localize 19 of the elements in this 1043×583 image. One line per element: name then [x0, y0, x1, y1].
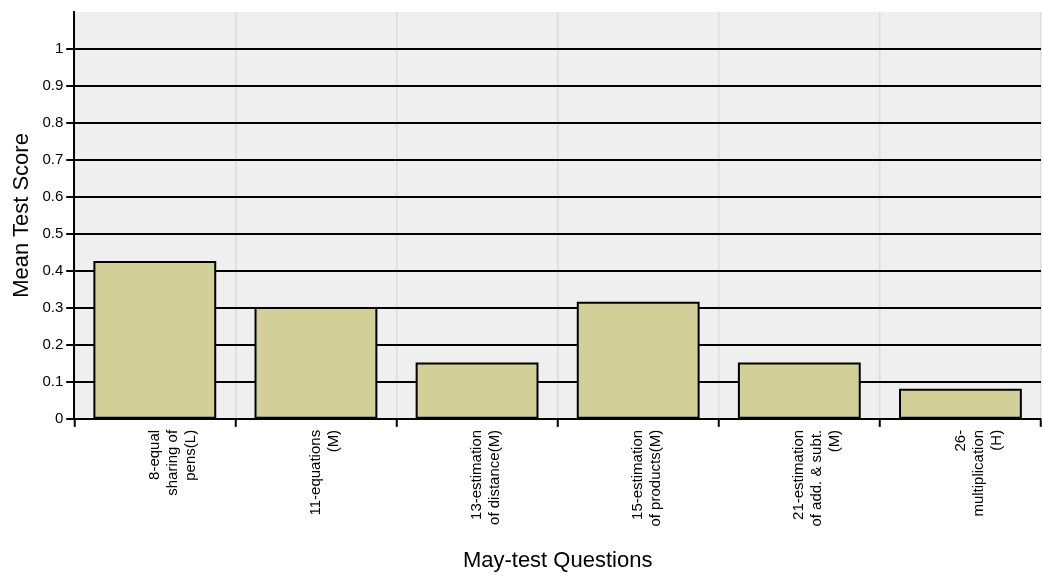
- y-tick-label: 0.3: [42, 298, 64, 316]
- y-tick-label: 0.7: [42, 150, 64, 168]
- y-tick-label: 0.8: [42, 113, 64, 131]
- x-axis-title: May-test Questions: [462, 546, 653, 572]
- y-tick-label: 0.2: [42, 335, 64, 353]
- x-tick-label: 8-equal sharing of pens(L): [144, 429, 198, 496]
- y-tick-label: 0: [54, 409, 64, 427]
- y-tick-label: 0.9: [42, 76, 64, 94]
- y-tick-label: 0.1: [42, 372, 64, 390]
- x-tick-label: 26- multiplication (H): [950, 429, 1004, 517]
- x-tick-label: 15-estimation of products(M): [628, 429, 664, 527]
- y-tick-label: 0.4: [42, 261, 64, 279]
- y-axis-title: Mean Test Score: [8, 133, 34, 298]
- x-tick-label: 13-estimation of distance(M): [467, 429, 503, 525]
- x-tick-label: 21-estimation of add. & subt. (M): [789, 429, 843, 527]
- y-tick-label: 0.5: [42, 224, 64, 242]
- x-tick-label: 11-equations (M): [306, 429, 342, 516]
- y-tick-label: 1: [54, 39, 64, 57]
- y-tick-label: 0.6: [42, 187, 64, 205]
